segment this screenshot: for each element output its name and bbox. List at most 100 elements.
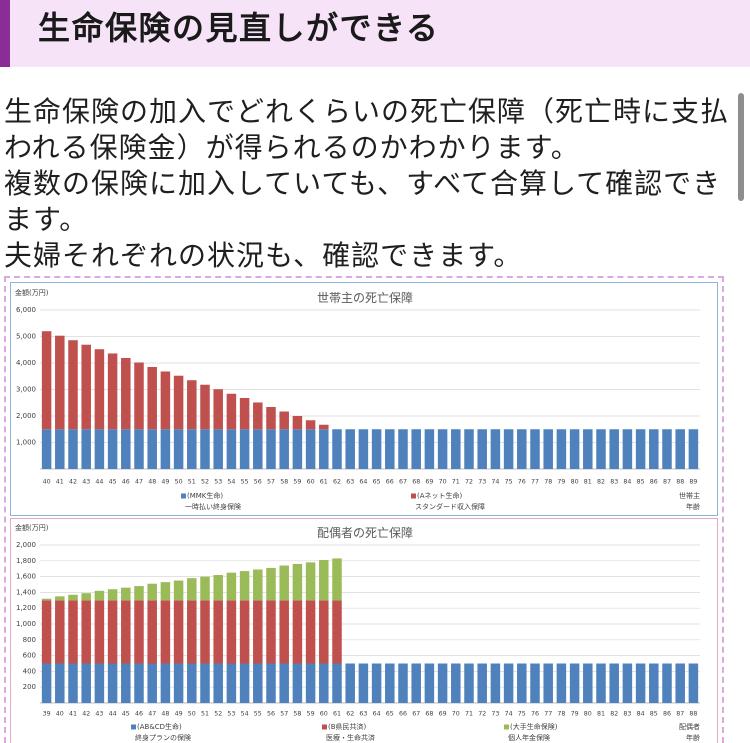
spouse-xtick-label-72: 72 <box>478 711 486 718</box>
spouse-bar-major-life-insurer-51 <box>200 576 210 601</box>
spouse-xtick-label-50: 50 <box>188 711 196 718</box>
householder-bar-mmk-life-80 <box>569 429 580 469</box>
spouse-xtick-label-74: 74 <box>505 711 513 718</box>
spouse-ytick-label-400: 400 <box>23 667 36 675</box>
spouse-bar-major-life-insurer-54 <box>239 571 250 601</box>
spouse-xtick-label-77: 77 <box>544 711 552 718</box>
spouse-bar-major-life-insurer-39 <box>41 598 52 601</box>
householder-xtick-label-52: 52 <box>201 479 209 486</box>
householder-bar-mmk-life-84 <box>622 429 633 469</box>
spouse-bar-abcd-life-53 <box>226 663 237 703</box>
spouse-bar-abcd-life-60 <box>319 663 329 703</box>
householder-bar-mmk-life-72 <box>464 429 474 469</box>
spouse-bar-abcd-life-50 <box>187 663 197 703</box>
householder-bar-a-net-life-61 <box>319 424 329 430</box>
householder-legend-mmk-life-label: (MMK生命) <box>187 491 223 500</box>
householder-xtick-label-65: 65 <box>373 479 381 486</box>
spouse-xtick-label-49: 49 <box>175 711 183 718</box>
householder-bar-mmk-life-41 <box>55 429 65 469</box>
spouse-bar-prefectural-kyosai-41 <box>68 600 78 664</box>
householder-bar-mmk-life-76 <box>517 429 527 469</box>
spouse-ytick-label-1400: 1,400 <box>16 588 36 596</box>
householder-legend-mmk-life-product: 一時払い終身保険 <box>185 502 241 511</box>
householder-bar-a-net-life-44 <box>94 349 105 430</box>
householder-xtick-label-87: 87 <box>663 479 671 486</box>
spouse-xtick-label-88: 88 <box>689 711 697 718</box>
spouse-bar-abcd-life-67 <box>411 663 421 703</box>
householder-bar-mmk-life-86 <box>649 429 659 469</box>
spouse-bar-abcd-life-71 <box>464 663 474 703</box>
householder-xtick-label-47: 47 <box>135 479 143 486</box>
spouse-xtick-label-41: 41 <box>69 711 77 718</box>
householder-xtick-label-46: 46 <box>122 479 130 486</box>
householder-bar-mmk-life-62 <box>332 429 342 469</box>
householder-bar-a-net-life-59 <box>292 416 303 430</box>
spouse-bar-prefectural-kyosai-55 <box>253 600 263 664</box>
spouse-bar-major-life-insurer-40 <box>55 596 65 601</box>
spouse-xtick-label-54: 54 <box>241 711 249 718</box>
householder-xtick-label-67: 67 <box>399 479 407 486</box>
householder-xtick-label-41: 41 <box>56 479 64 486</box>
householder-bar-mmk-life-89 <box>688 429 699 469</box>
spouse-xtick-label-81: 81 <box>597 711 605 718</box>
householder-xtick-label-79: 79 <box>557 479 565 486</box>
householder-xtick-label-70: 70 <box>439 479 447 486</box>
spouse-bar-abcd-life-41 <box>68 663 78 703</box>
spouse-bar-prefectural-kyosai-58 <box>292 600 303 664</box>
householder-bar-mmk-life-50 <box>173 429 184 469</box>
householder-xtick-label-73: 73 <box>478 479 486 486</box>
spouse-bar-abcd-life-45 <box>121 663 131 703</box>
householder-xtick-label-74: 74 <box>491 479 499 486</box>
spouse-bar-abcd-life-69 <box>437 663 448 703</box>
householder-xtick-label-51: 51 <box>188 479 196 486</box>
spouse-xtick-label-55: 55 <box>254 711 262 718</box>
spouse-bar-prefectural-kyosai-44 <box>107 600 118 664</box>
spouse-xtick-label-66: 66 <box>399 711 407 718</box>
intro-paragraph-1: 生命保険の加入でどれくらいの死亡保障（死亡時に支払われる保険金）が得られるのかわ… <box>4 95 730 164</box>
householder-bar-a-net-life-57 <box>266 406 276 430</box>
householder-bar-mmk-life-40 <box>41 429 52 469</box>
spouse-bar-abcd-life-77 <box>543 663 553 703</box>
spouse-bar-abcd-life-56 <box>266 663 276 703</box>
householder-bar-mmk-life-67 <box>398 429 408 469</box>
spouse-ytick-label-800: 800 <box>23 636 36 644</box>
householder-bar-a-net-life-45 <box>107 353 118 430</box>
householder-x-axis-label-1: 世帯主 <box>679 491 700 500</box>
spouse-bar-abcd-life-62 <box>345 663 355 703</box>
householder-bar-mmk-life-77 <box>530 429 540 469</box>
page-scrollbar-thumb[interactable] <box>738 93 744 201</box>
heading-accent-bar <box>0 0 10 67</box>
spouse-xtick-label-67: 67 <box>412 711 420 718</box>
householder-bar-a-net-life-52 <box>200 384 210 430</box>
spouse-xtick-label-58: 58 <box>293 711 301 718</box>
spouse-bar-abcd-life-87 <box>675 663 685 703</box>
spouse-xtick-label-73: 73 <box>491 711 499 718</box>
householder-xtick-label-40: 40 <box>43 479 51 486</box>
spouse-bar-abcd-life-48 <box>160 663 171 703</box>
spouse-bar-prefectural-kyosai-57 <box>279 600 289 664</box>
spouse-bar-abcd-life-64 <box>371 663 382 703</box>
spouse-xtick-label-43: 43 <box>95 711 103 718</box>
spouse-xtick-label-87: 87 <box>676 711 684 718</box>
householder-bar-mmk-life-58 <box>279 429 289 469</box>
householder-legend-a-net-life-swatch <box>411 493 416 499</box>
householder-xtick-label-44: 44 <box>95 479 103 486</box>
spouse-bar-abcd-life-75 <box>517 663 527 703</box>
householder-bar-mmk-life-85 <box>635 429 646 469</box>
householder-bar-a-net-life-40 <box>41 331 52 430</box>
spouse-bar-abcd-life-76 <box>530 663 540 703</box>
householder-xtick-label-85: 85 <box>637 479 645 486</box>
householder-bar-mmk-life-70 <box>437 429 448 469</box>
householder-xtick-label-49: 49 <box>161 479 169 486</box>
householder-bar-mmk-life-65 <box>371 429 382 469</box>
spouse-bar-abcd-life-63 <box>358 663 369 703</box>
spouse-bar-prefectural-kyosai-45 <box>121 600 131 664</box>
householder-xtick-label-84: 84 <box>623 479 631 486</box>
householder-bar-mmk-life-75 <box>503 429 514 469</box>
spouse-bar-abcd-life-49 <box>173 663 184 703</box>
spouse-bar-major-life-insurer-44 <box>107 589 118 601</box>
householder-legend-mmk-life-swatch <box>181 493 186 499</box>
spouse-xtick-label-69: 69 <box>439 711 447 718</box>
spouse-bar-abcd-life-57 <box>279 663 289 703</box>
spouse-ytick-label-1800: 1,800 <box>16 557 36 565</box>
